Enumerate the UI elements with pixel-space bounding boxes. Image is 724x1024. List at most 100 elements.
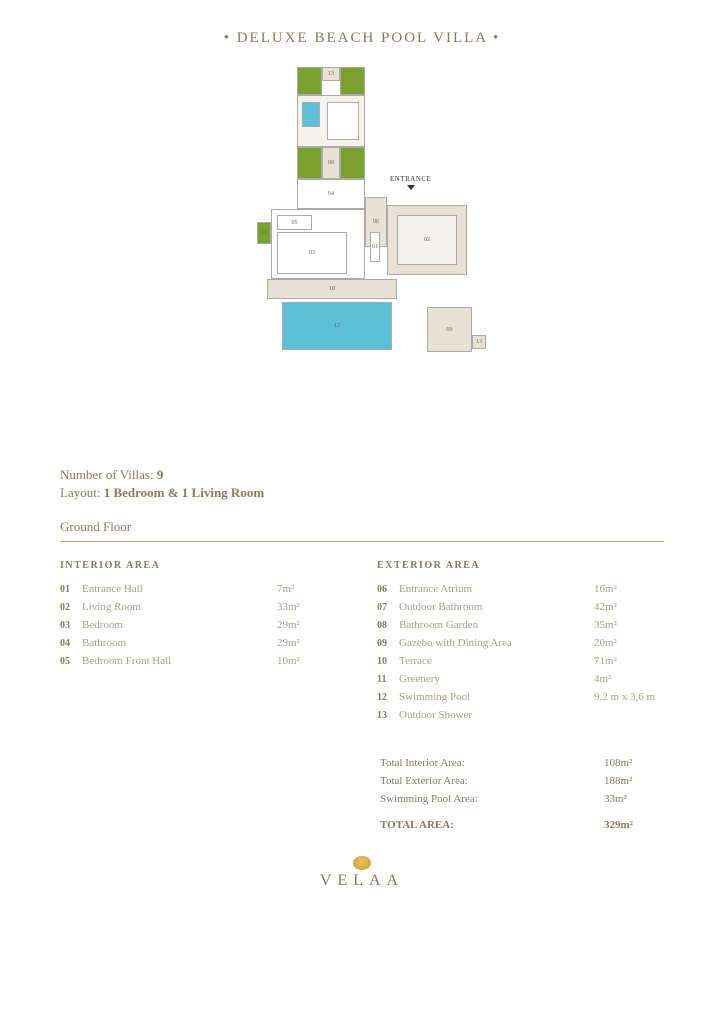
- area-label: Entrance Atrium: [399, 583, 594, 595]
- area-label: Swimming Pool: [399, 691, 594, 703]
- total-value: 188m²: [604, 775, 664, 787]
- area-number: 13: [377, 710, 399, 721]
- area-value: 20m²: [594, 637, 664, 649]
- exterior-row: 12Swimming Pool9,2 m x 3,6 m: [377, 691, 664, 703]
- area-number: 05: [60, 656, 82, 667]
- exterior-row: 07Outdoor Bathroom42m²: [377, 601, 664, 613]
- plan-room: 13: [322, 67, 340, 81]
- plan-room: [327, 102, 359, 140]
- interior-row: 04Bathroom29m²: [60, 637, 347, 649]
- area-value: 71m²: [594, 655, 664, 667]
- total-label: Swimming Pool Area:: [380, 793, 604, 805]
- area-label: Outdoor Bathroom: [399, 601, 594, 613]
- area-label: Living Room: [82, 601, 277, 613]
- area-number: 07: [377, 602, 399, 613]
- floorplan: 1307080411050306010210120913ENTRANCE: [222, 67, 502, 437]
- area-label: Bedroom Front Hall: [82, 655, 277, 667]
- area-columns: INTERIOR AREA 01Entrance Hall7m² 02Living…: [60, 560, 664, 727]
- area-value: 16m²: [594, 583, 664, 595]
- total-row: Swimming Pool Area:33m²: [380, 793, 664, 805]
- total-row: Total Exterior Area:188m²: [380, 775, 664, 787]
- interior-row: 02Living Room33m²: [60, 601, 347, 613]
- area-value: 10m²: [277, 655, 347, 667]
- plan-room: 12: [282, 302, 392, 350]
- plan-room: 03: [277, 232, 347, 274]
- plan-room: 02: [397, 215, 457, 265]
- plan-room: 11: [257, 222, 271, 244]
- area-label: Outdoor Shower: [399, 709, 594, 721]
- divider: [60, 541, 664, 542]
- area-number: 11: [377, 674, 399, 685]
- interior-column: INTERIOR AREA 01Entrance Hall7m² 02Living…: [60, 560, 347, 727]
- exterior-row: 09Gazebo with Dining Area20m²: [377, 637, 664, 649]
- section-ground-floor: Ground Floor: [60, 519, 664, 535]
- area-number: 12: [377, 692, 399, 703]
- area-value: 35m²: [594, 619, 664, 631]
- total-area-row: TOTAL AREA: 329m²: [380, 819, 664, 831]
- exterior-row: 11Greenery4m²: [377, 673, 664, 685]
- area-value: 9,2 m x 3,6 m: [594, 691, 664, 703]
- exterior-row: 10Terrace71m²: [377, 655, 664, 667]
- total-label: Total Exterior Area:: [380, 775, 604, 787]
- logo-text: VELAA: [60, 872, 664, 890]
- area-number: 10: [377, 656, 399, 667]
- area-value: 42m²: [594, 601, 664, 613]
- area-label: Bedroom: [82, 619, 277, 631]
- plan-room: 10: [267, 279, 397, 299]
- plan-room: 09: [427, 307, 472, 352]
- area-value: 29m²: [277, 637, 347, 649]
- area-label: Greenery: [399, 673, 594, 685]
- exterior-row: 13Outdoor Shower: [377, 709, 664, 721]
- total-value: 108m²: [604, 757, 664, 769]
- area-value: 7m²: [277, 583, 347, 595]
- interior-row: 03Bedroom29m²: [60, 619, 347, 631]
- area-number: 02: [60, 602, 82, 613]
- area-value: 4m²: [594, 673, 664, 685]
- floorplan-container: 1307080411050306010210120913ENTRANCE: [60, 67, 664, 442]
- layout-label: Layout:: [60, 485, 100, 500]
- total-area-label: TOTAL AREA:: [380, 819, 604, 831]
- page-title: • DELUXE BEACH POOL VILLA •: [60, 30, 664, 47]
- totals-block: Total Interior Area:108m²Total Exterior …: [362, 757, 664, 831]
- plan-room: [302, 102, 320, 127]
- area-value: 33m²: [277, 601, 347, 613]
- villa-count-label: Number of Villas:: [60, 467, 154, 482]
- area-number: 04: [60, 638, 82, 649]
- area-label: Terrace: [399, 655, 594, 667]
- interior-heading: INTERIOR AREA: [60, 560, 347, 571]
- area-value: 29m²: [277, 619, 347, 631]
- exterior-column: EXTERIOR AREA 06Entrance Atrium16m²07Out…: [377, 560, 664, 727]
- villa-count-line: Number of Villas: 9: [60, 467, 664, 483]
- plan-room: 08: [322, 147, 340, 179]
- plan-room: 01: [370, 232, 380, 262]
- area-number: 06: [377, 584, 399, 595]
- exterior-row: 08Bathroom Garden35m²: [377, 619, 664, 631]
- exterior-row: 06Entrance Atrium16m²: [377, 583, 664, 595]
- plan-room: 13: [472, 335, 486, 349]
- total-row: Total Interior Area:108m²: [380, 757, 664, 769]
- area-label: Bathroom Garden: [399, 619, 594, 631]
- plan-room: 04: [297, 179, 365, 209]
- total-area-value: 329m²: [604, 819, 664, 831]
- interior-row: 01Entrance Hall7m²: [60, 583, 347, 595]
- total-value: 33m²: [604, 793, 664, 805]
- plan-room: [340, 147, 365, 179]
- area-label: Gazebo with Dining Area: [399, 637, 594, 649]
- logo-icon: [353, 856, 371, 870]
- area-number: 01: [60, 584, 82, 595]
- entrance-label: ENTRANCE: [390, 175, 431, 191]
- area-number: 08: [377, 620, 399, 631]
- total-label: Total Interior Area:: [380, 757, 604, 769]
- plan-room: 05: [277, 215, 312, 230]
- villa-count-value: 9: [157, 467, 164, 482]
- area-number: 03: [60, 620, 82, 631]
- plan-room: [297, 147, 322, 179]
- area-label: Entrance Hall: [82, 583, 277, 595]
- logo: VELAA: [60, 856, 664, 890]
- layout-line: Layout: 1 Bedroom & 1 Living Room: [60, 485, 664, 501]
- layout-value: 1 Bedroom & 1 Living Room: [104, 485, 264, 500]
- plan-room: [340, 67, 365, 95]
- interior-row: 05Bedroom Front Hall10m²: [60, 655, 347, 667]
- exterior-heading: EXTERIOR AREA: [377, 560, 664, 571]
- plan-room: [297, 67, 322, 95]
